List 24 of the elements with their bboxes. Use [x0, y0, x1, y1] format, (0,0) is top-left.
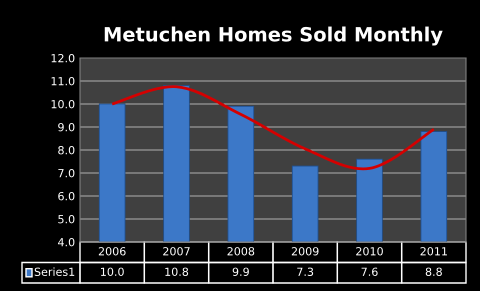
y-tick-label: 11.0 — [52, 76, 74, 86]
y-tick-label: 9.0 — [58, 122, 74, 132]
y-tick-label: 4.0 — [58, 238, 74, 246]
line-series — [110, 85, 436, 170]
y-tick-label: 6.0 — [58, 192, 74, 200]
x-tick-label: 2010 — [356, 247, 383, 256]
y-tick-label: 12.0 — [52, 54, 74, 62]
x-tick-label: 2009 — [292, 247, 319, 256]
legend-label: Series1 — [34, 267, 74, 276]
data-label: 7.3 — [297, 268, 314, 276]
chart-title: Metuchen Homes Sold Monthly — [104, 26, 443, 46]
x-tick-label: 2008 — [228, 247, 254, 256]
x-tick-label: 2007 — [163, 247, 190, 256]
x-tick-label: 2011 — [420, 247, 447, 256]
y-tick-label: 8.0 — [58, 146, 74, 154]
data-label: 9.9 — [232, 268, 249, 276]
y-tick-label: 7.0 — [58, 168, 74, 178]
data-label: 8.8 — [426, 268, 442, 276]
data-label: 10.0 — [101, 268, 124, 276]
y-tick-label: 10.0 — [52, 100, 74, 108]
x-tick-label: 2006 — [98, 247, 126, 256]
data-label: 7.6 — [362, 268, 378, 276]
data-label: 10.8 — [165, 268, 188, 276]
y-tick-label: 5.0 — [58, 214, 74, 224]
